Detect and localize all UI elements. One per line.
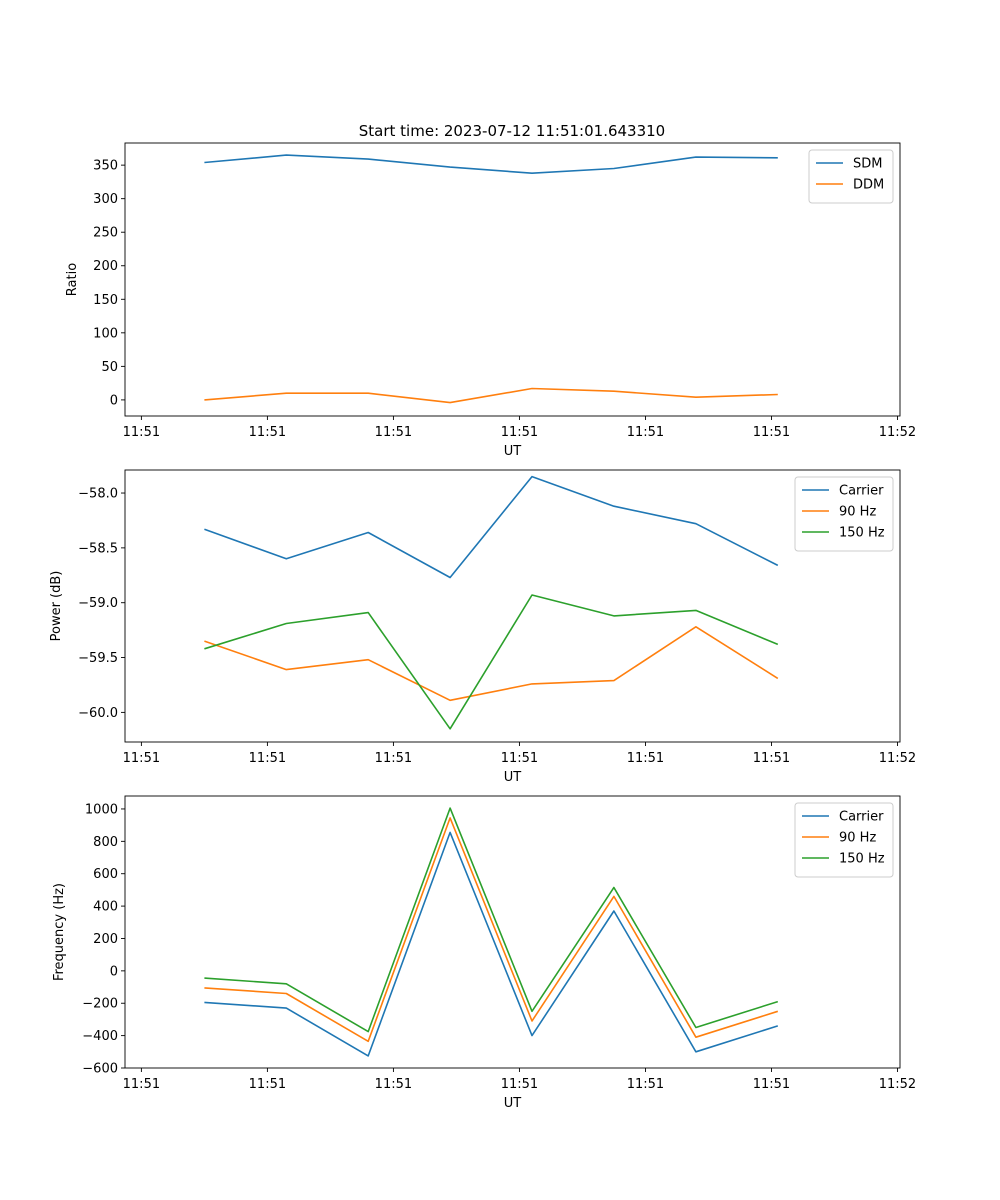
ratio-legend-label-ddm: DDM [853, 178, 884, 193]
ratio-x-axis-label: UT [504, 444, 522, 459]
ratio-x-tick-label: 11:51 [753, 425, 790, 440]
power-series-carrier-line [204, 475, 779, 579]
ratio-x-tick-label: 11:52 [879, 425, 916, 440]
power-legend-label-150-hz: 150 Hz [839, 526, 885, 541]
power-y-tick-label: −58.5 [78, 541, 118, 556]
power-panel: 11:51 11:51 11:51 11:51 11:51 11:51 11:52 −60.0… [49, 469, 916, 785]
ratio-legend-label-sdm: SDM [853, 157, 882, 172]
power-y-tick-label: −58.0 [78, 487, 118, 502]
ratio-y-tick-label: 0 [110, 393, 118, 408]
ratio-x-tick-label: 11:51 [123, 425, 160, 440]
frequency-y-axis-label: Frequency (Hz) [52, 883, 67, 981]
frequency-legend-label-carrier: Carrier [839, 810, 884, 825]
ratio-y-tick-label: 50 [101, 360, 118, 375]
power-x-tick-label: 11:51 [627, 751, 664, 766]
ratio-y-tick-label: 250 [93, 226, 118, 241]
ratio-axes-frame [124, 142, 901, 417]
ratio-y-tick-label: 100 [93, 326, 118, 341]
power-series-90-hz-line [204, 625, 779, 702]
frequency-y-tick-label: −600 [82, 1062, 118, 1077]
power-x-tick-label: 11:51 [375, 751, 412, 766]
frequency-x-tick-label: 11:51 [375, 1077, 412, 1092]
ratio-y-axis-label: Ratio [65, 263, 80, 296]
frequency-series-90-hz-line [204, 817, 779, 1043]
frequency-y-tick-label: 1000 [85, 802, 118, 817]
ratio-y-tick-label: 150 [93, 293, 118, 308]
power-legend: Carrier 90 Hz 150 Hz [794, 476, 894, 552]
power-y-tick-label: −59.0 [78, 596, 118, 611]
power-y-axis-label: Power (dB) [49, 571, 64, 642]
figure-title: Start time: 2023-07-12 11:51:01.643310 [359, 122, 665, 140]
frequency-x-axis-label: UT [504, 1096, 522, 1111]
frequency-y-tick-label: 0 [110, 964, 118, 979]
power-x-axis-label: UT [504, 770, 522, 785]
frequency-x-tick-label: 11:51 [627, 1077, 664, 1092]
frequency-x-tick-label: 11:51 [501, 1077, 538, 1092]
power-legend-label-carrier: Carrier [839, 484, 884, 499]
ratio-x-tick-label: 11:51 [375, 425, 412, 440]
ratio-y-tick-label: 300 [93, 192, 118, 207]
power-legend-label-90-hz: 90 Hz [839, 505, 876, 520]
frequency-legend: Carrier 90 Hz 150 Hz [794, 802, 894, 878]
frequency-legend-label-150-hz: 150 Hz [839, 852, 885, 867]
frequency-x-tick-label: 11:51 [123, 1077, 160, 1092]
power-y-tick-label: −59.5 [78, 651, 118, 666]
frequency-series-150-hz-line [204, 807, 779, 1033]
frequency-panel: 11:51 11:51 11:51 11:51 11:51 11:51 11:52 −600 −… [52, 795, 916, 1111]
power-x-tick-label: 11:52 [879, 751, 916, 766]
ratio-y-tick-label: 200 [93, 259, 118, 274]
ratio-series-ddm-line [204, 387, 778, 404]
frequency-x-tick-label: 11:51 [753, 1077, 790, 1092]
power-series-150-hz-line [204, 594, 779, 730]
power-x-tick-label: 11:51 [501, 751, 538, 766]
frequency-y-tick-label: −200 [82, 997, 118, 1012]
frequency-axes-frame [124, 795, 901, 1069]
ratio-legend: SDM DDM [808, 149, 894, 204]
power-x-tick-label: 11:51 [123, 751, 160, 766]
ratio-y-tick-label: 350 [93, 159, 118, 174]
frequency-y-tick-label: 800 [93, 835, 118, 850]
frequency-y-tick-label: 200 [93, 932, 118, 947]
frequency-y-tick-label: 600 [93, 867, 118, 882]
frequency-x-tick-label: 11:52 [879, 1077, 916, 1092]
frequency-legend-label-90-hz: 90 Hz [839, 831, 876, 846]
frequency-y-tick-label: −400 [82, 1029, 118, 1044]
ratio-x-tick-label: 11:51 [627, 425, 664, 440]
frequency-series-carrier-line [204, 831, 779, 1057]
frequency-x-tick-label: 11:51 [249, 1077, 286, 1092]
ratio-panel: 11:51 11:51 11:51 11:51 11:51 11:51 11:52 0 50 10… [65, 142, 916, 459]
ratio-series-sdm-line [204, 154, 778, 174]
power-x-tick-label: 11:51 [249, 751, 286, 766]
power-axes-frame [124, 469, 901, 743]
ratio-x-tick-label: 11:51 [249, 425, 286, 440]
power-y-tick-label: −60.0 [78, 706, 118, 721]
frequency-y-tick-label: 400 [93, 900, 118, 915]
power-x-tick-label: 11:51 [753, 751, 790, 766]
ratio-x-tick-label: 11:51 [501, 425, 538, 440]
